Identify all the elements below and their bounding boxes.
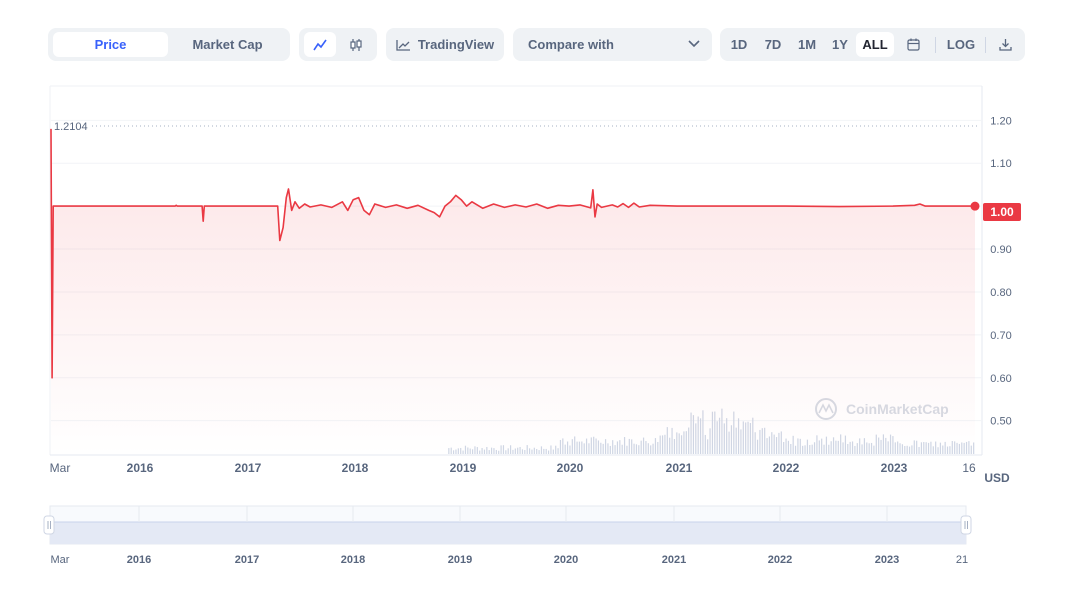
- range-7d-button[interactable]: 7D: [764, 37, 782, 52]
- x-tick-label: 2019: [450, 461, 477, 475]
- toolbar-divider: [935, 37, 936, 53]
- current-price-label: 1.00: [990, 205, 1014, 219]
- time-range-group: 1D 7D 1M 1Y ALL LOG: [720, 28, 1025, 61]
- current-price-dot[interactable]: [970, 201, 980, 211]
- price-tab[interactable]: Price: [53, 32, 168, 57]
- tradingview-label: TradingView: [417, 37, 495, 52]
- y-tick-label: 0.90: [990, 244, 1011, 256]
- chevron-down-icon: [688, 40, 700, 48]
- x-tick-label: 16: [962, 461, 976, 475]
- navigator-tick-label: 2021: [662, 554, 686, 566]
- navigator-tick-label: Mar: [51, 554, 70, 566]
- navigator-tick-label: 2022: [768, 554, 792, 566]
- compare-with-dropdown[interactable]: Compare with: [513, 28, 712, 61]
- range-navigator[interactable]: [43, 505, 972, 545]
- range-all-button[interactable]: ALL: [856, 32, 894, 57]
- y-tick-label: 1.10: [990, 158, 1011, 170]
- navigator-tick-lines: [138, 506, 888, 522]
- download-button[interactable]: [991, 32, 1019, 57]
- navigator-right-handle[interactable]: [960, 515, 972, 535]
- tradingview-button[interactable]: TradingView: [386, 28, 504, 61]
- navigator-tick-label: 2017: [235, 554, 259, 566]
- x-tick-label: 2021: [666, 461, 693, 475]
- x-axis-labels: Mar 2016 2017 2018 2019 2020 2021 2022 2023 16: [50, 461, 976, 475]
- x-tick-label: 2020: [557, 461, 584, 475]
- y-tick-label: 0.50: [990, 416, 1011, 428]
- x-tick-label: 2016: [127, 461, 154, 475]
- market-cap-tab[interactable]: Market Cap: [192, 37, 263, 52]
- navigator-tick-label: 2019: [448, 554, 472, 566]
- price-area-fill: [51, 128, 975, 455]
- tradingview-chart-icon: [396, 39, 410, 51]
- x-tick-label: 2023: [881, 461, 908, 475]
- y-axis-unit-label: USD: [984, 471, 1010, 485]
- y-tick-label: 0.70: [990, 330, 1011, 342]
- y-axis-labels: 1.20 1.10 0.90 0.80 0.70 0.60 0.50: [990, 115, 1011, 427]
- navigator-tick-label: 2016: [127, 554, 151, 566]
- line-chart-button[interactable]: [304, 32, 336, 57]
- date-range-button[interactable]: [900, 32, 926, 57]
- navigator-tick-label: 2020: [554, 554, 578, 566]
- price-line: [50, 128, 975, 379]
- range-1y-button[interactable]: 1Y: [832, 37, 848, 52]
- price-marketcap-toggle: Price Market Cap: [48, 28, 290, 61]
- calendar-icon: [906, 38, 920, 51]
- navigator-left-handle[interactable]: [43, 515, 55, 535]
- y-tick-label: 0.80: [990, 287, 1011, 299]
- current-price-badge: [983, 203, 1021, 221]
- line-chart-icon: [313, 39, 327, 50]
- y-tick-label: 0.60: [990, 373, 1011, 385]
- max-price-label: 1.2104: [54, 121, 88, 133]
- x-tick-label: 2017: [235, 461, 262, 475]
- log-scale-button[interactable]: LOG: [946, 37, 976, 52]
- download-icon: [998, 39, 1012, 51]
- chart-type-toggle: [299, 28, 377, 61]
- navigator-tick-label: 2023: [875, 554, 899, 566]
- range-1m-button[interactable]: 1M: [797, 37, 817, 52]
- navigator-tick-label: 21: [956, 554, 968, 566]
- candlestick-icon: [350, 38, 362, 51]
- x-tick-label: 2022: [773, 461, 800, 475]
- x-tick-label: Mar: [50, 461, 71, 475]
- range-1d-button[interactable]: 1D: [730, 37, 748, 52]
- navigator-tick-label: 2018: [341, 554, 365, 566]
- navigator-axis-labels: Mar 2016 2017 2018 2019 2020 2021 2022 2023 21: [51, 554, 969, 566]
- candlestick-button[interactable]: [340, 32, 372, 57]
- x-tick-label: 2018: [342, 461, 369, 475]
- y-tick-label: 1.20: [990, 115, 1011, 127]
- compare-with-label: Compare with: [528, 37, 614, 52]
- toolbar-divider: [985, 37, 986, 53]
